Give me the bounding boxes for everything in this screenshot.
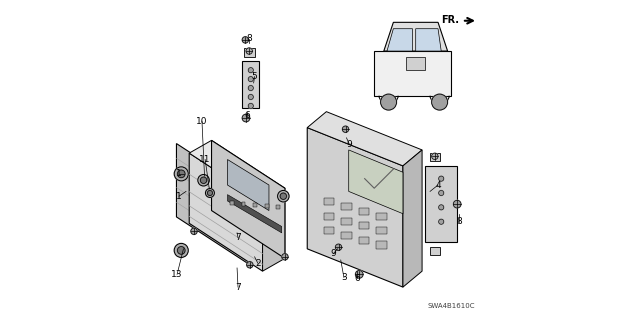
Text: SWA4B1610C: SWA4B1610C [428,303,475,309]
Circle shape [242,114,250,122]
Circle shape [174,243,188,257]
Text: 8: 8 [246,34,252,43]
Text: 7: 7 [235,233,241,242]
Circle shape [200,177,207,183]
Polygon shape [416,29,441,51]
Bar [265,204,269,208]
Circle shape [278,190,289,202]
Polygon shape [430,153,440,161]
Bar [341,218,351,225]
Circle shape [177,170,185,178]
Bar [406,57,425,70]
Polygon shape [384,22,447,51]
Bar [324,213,334,220]
Circle shape [342,126,349,132]
Circle shape [438,205,444,210]
Circle shape [246,48,252,54]
Circle shape [191,228,197,234]
Bar [341,203,351,210]
Circle shape [198,174,209,186]
Text: 1: 1 [176,169,182,178]
Polygon shape [307,128,403,287]
Circle shape [335,244,342,250]
Polygon shape [189,153,262,271]
Bar [374,51,451,96]
Polygon shape [177,144,250,265]
Text: 5: 5 [252,72,257,81]
Bar [324,198,334,205]
Text: 3: 3 [341,273,347,282]
Circle shape [282,254,288,260]
Bar [359,208,369,215]
Text: FR.: FR. [441,15,459,25]
Polygon shape [242,61,259,108]
Polygon shape [387,29,413,51]
Polygon shape [262,188,285,271]
Circle shape [438,190,444,196]
Bar [324,227,334,234]
Circle shape [248,103,253,108]
Circle shape [248,68,253,73]
Circle shape [248,85,253,91]
Circle shape [246,262,253,268]
Bar [376,241,387,249]
Circle shape [248,77,253,82]
Bar [359,222,369,229]
Circle shape [355,271,363,278]
Bar [341,232,351,239]
Polygon shape [349,150,403,214]
Circle shape [205,189,214,197]
Text: 1: 1 [176,192,182,201]
Polygon shape [307,112,422,166]
Text: 4: 4 [435,181,441,189]
Polygon shape [244,48,255,57]
Circle shape [280,193,287,199]
Text: 8: 8 [456,217,461,226]
Circle shape [242,37,248,43]
Text: 6: 6 [355,274,360,283]
Polygon shape [425,166,457,242]
Bar [376,227,387,234]
Circle shape [248,94,253,100]
Text: 11: 11 [200,155,211,164]
Polygon shape [212,140,285,258]
Text: 9: 9 [346,140,352,149]
Text: 13: 13 [172,270,183,279]
Polygon shape [403,150,422,287]
Polygon shape [189,140,285,201]
Text: 2: 2 [255,259,260,268]
Text: 10: 10 [196,117,208,126]
Text: 9: 9 [330,249,336,258]
Polygon shape [430,247,440,255]
Bar [230,201,234,205]
Circle shape [438,219,444,224]
Circle shape [174,167,188,181]
Polygon shape [227,160,269,211]
Bar [359,237,369,244]
Bar [276,205,280,209]
Circle shape [177,247,185,254]
Circle shape [431,94,447,110]
Circle shape [381,94,397,110]
Text: 7: 7 [235,283,241,292]
Bar [253,203,257,207]
Polygon shape [227,195,282,233]
Circle shape [431,153,438,160]
Circle shape [207,190,212,196]
Text: 6: 6 [244,111,250,120]
Bar [376,213,387,220]
Circle shape [438,176,444,181]
Circle shape [453,200,461,208]
Bar [242,202,245,206]
